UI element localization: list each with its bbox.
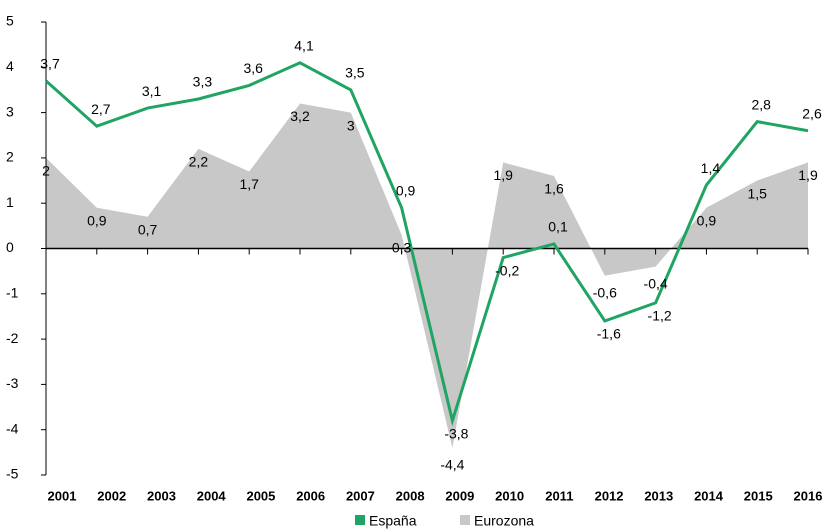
x-tick-label: 2005 bbox=[246, 488, 275, 503]
x-tick-label: 2014 bbox=[694, 488, 724, 503]
x-tick-label: 2002 bbox=[97, 488, 126, 503]
data-label: 0,9 bbox=[697, 212, 717, 228]
data-label: 2,2 bbox=[189, 154, 209, 170]
y-tick-label: 3 bbox=[6, 103, 14, 119]
x-tick-label: 2001 bbox=[48, 488, 77, 503]
data-label: 3,6 bbox=[243, 60, 263, 76]
y-tick-label: 5 bbox=[6, 13, 14, 29]
data-label: -1,2 bbox=[648, 308, 672, 324]
x-tick-label: 2008 bbox=[396, 488, 425, 503]
y-tick-label: 1 bbox=[6, 194, 14, 210]
data-label: 3,1 bbox=[142, 83, 162, 99]
data-label: 3 bbox=[347, 117, 355, 133]
data-label: 3,3 bbox=[193, 74, 213, 90]
y-tick-label: -1 bbox=[6, 285, 19, 301]
data-label: -1,6 bbox=[597, 326, 621, 342]
x-tick-label: 2011 bbox=[545, 488, 573, 503]
data-label: 1,6 bbox=[544, 181, 564, 197]
y-tick-label: -4 bbox=[6, 420, 19, 436]
x-tick-label: 2012 bbox=[595, 488, 624, 503]
data-label: 2 bbox=[42, 163, 50, 179]
line bbox=[45, 61, 809, 427]
x-tick-label: 2013 bbox=[644, 488, 673, 503]
data-label: 0,3 bbox=[392, 240, 412, 256]
data-label: -0,4 bbox=[644, 275, 668, 291]
data-label: 0,7 bbox=[138, 221, 158, 237]
data-label: 0,9 bbox=[87, 212, 107, 228]
data-label: -3,8 bbox=[444, 425, 468, 441]
data-label: -4,4 bbox=[440, 457, 464, 473]
legend-swatch bbox=[460, 515, 470, 525]
data-label: 1,4 bbox=[701, 160, 721, 176]
data-label: -0,6 bbox=[593, 284, 617, 300]
data-label: 3,5 bbox=[345, 65, 365, 81]
data-label: 1,7 bbox=[239, 176, 259, 192]
x-tick-label: 2016 bbox=[794, 488, 823, 503]
legend-label: España bbox=[369, 513, 417, 529]
y-tick-label: 4 bbox=[6, 58, 14, 74]
data-label: -0,2 bbox=[495, 262, 519, 278]
data-label: 0,1 bbox=[548, 219, 568, 235]
x-tick-label: 2009 bbox=[445, 488, 474, 503]
data-label: 2,6 bbox=[802, 105, 822, 121]
x-tick-label: 2015 bbox=[744, 488, 773, 503]
data-label: 2,8 bbox=[751, 96, 771, 112]
y-tick-label: 2 bbox=[6, 149, 14, 165]
x-tick-label: 2004 bbox=[197, 488, 227, 503]
data-label: 2,7 bbox=[91, 101, 111, 117]
x-tick-label: 2010 bbox=[495, 488, 524, 503]
data-label: 1,5 bbox=[747, 185, 767, 201]
x-tick-label: 2006 bbox=[296, 488, 325, 503]
area bbox=[46, 103, 808, 448]
x-tick-label: 2003 bbox=[147, 488, 176, 503]
legend-label: Eurozona bbox=[474, 513, 534, 529]
data-label: 4,1 bbox=[294, 37, 314, 53]
y-tick-label: -2 bbox=[6, 330, 19, 346]
y-tick-label: 0 bbox=[6, 239, 14, 255]
data-label: 3,7 bbox=[40, 56, 60, 72]
legend-swatch bbox=[355, 515, 365, 525]
data-label: 1,9 bbox=[493, 167, 513, 183]
data-label: 0,9 bbox=[396, 182, 416, 198]
data-label: 1,9 bbox=[798, 167, 818, 183]
y-tick-label: -3 bbox=[6, 375, 19, 391]
y-tick-label: -5 bbox=[6, 466, 19, 482]
x-tick-label: 2007 bbox=[346, 488, 375, 503]
data-label: 3,2 bbox=[290, 108, 310, 124]
